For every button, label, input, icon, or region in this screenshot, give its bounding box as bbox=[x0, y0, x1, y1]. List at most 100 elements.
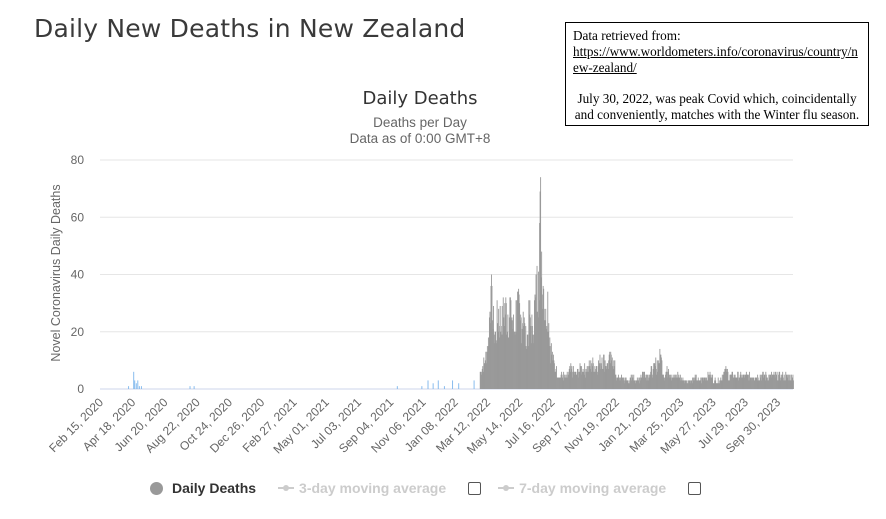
bar bbox=[650, 366, 652, 389]
bar bbox=[600, 368, 601, 389]
legend-3day-ma[interactable]: 3-day moving average bbox=[278, 480, 482, 496]
bar bbox=[591, 366, 593, 389]
bar bbox=[486, 346, 488, 389]
bar bbox=[720, 380, 722, 389]
bar bbox=[748, 371, 750, 389]
bar bbox=[732, 371, 733, 389]
bar bbox=[614, 360, 616, 390]
bar bbox=[772, 374, 773, 389]
bar bbox=[557, 377, 559, 389]
bar bbox=[614, 374, 616, 389]
bar bbox=[644, 371, 645, 389]
bar bbox=[473, 380, 475, 389]
bar bbox=[496, 300, 498, 389]
bar bbox=[658, 363, 660, 389]
bar bbox=[487, 337, 489, 389]
bar bbox=[743, 374, 745, 389]
bar bbox=[575, 371, 577, 389]
legend-7day-ma[interactable]: 7-day moving average bbox=[498, 480, 702, 496]
bar bbox=[618, 377, 620, 389]
bar bbox=[555, 368, 557, 389]
checkbox-7day-ma[interactable] bbox=[688, 481, 702, 495]
bar bbox=[508, 337, 510, 389]
bar bbox=[596, 374, 598, 389]
bar bbox=[681, 380, 683, 389]
bar bbox=[699, 380, 701, 389]
bar bbox=[722, 380, 724, 389]
bar bbox=[638, 383, 640, 389]
checkbox-3day-ma[interactable] bbox=[468, 481, 482, 495]
bar bbox=[550, 343, 552, 389]
bar bbox=[512, 320, 513, 389]
bar bbox=[577, 368, 578, 389]
bar bbox=[485, 351, 487, 389]
bar bbox=[482, 366, 484, 389]
chart-legend: Daily Deaths 3-day moving average 7-day … bbox=[150, 478, 723, 498]
bar bbox=[533, 334, 535, 389]
bar bbox=[770, 371, 772, 389]
bar bbox=[640, 377, 642, 389]
bar bbox=[677, 371, 679, 389]
bar bbox=[536, 265, 538, 389]
bar bbox=[587, 371, 589, 389]
bar bbox=[714, 377, 716, 389]
bar bbox=[653, 363, 655, 389]
bar bbox=[637, 380, 639, 389]
bar bbox=[741, 377, 743, 389]
bar bbox=[679, 374, 681, 389]
bar bbox=[670, 374, 672, 389]
bar bbox=[724, 368, 726, 389]
bar bbox=[696, 380, 698, 389]
bar bbox=[638, 377, 640, 389]
bar bbox=[496, 343, 498, 389]
bar bbox=[712, 374, 714, 389]
legend-daily-label: Daily Deaths bbox=[172, 480, 257, 496]
bar bbox=[680, 377, 682, 389]
bar bbox=[657, 360, 659, 390]
bar bbox=[676, 377, 678, 389]
bar bbox=[497, 331, 499, 389]
bar bbox=[666, 371, 667, 389]
bar bbox=[565, 377, 567, 389]
bar bbox=[790, 374, 792, 389]
bar bbox=[683, 380, 685, 389]
bar bbox=[639, 377, 641, 389]
bar bbox=[764, 380, 766, 389]
bar bbox=[782, 380, 784, 389]
bar bbox=[565, 377, 567, 389]
bar bbox=[504, 314, 506, 389]
bar bbox=[427, 380, 429, 389]
bar bbox=[730, 374, 732, 389]
bar bbox=[494, 334, 495, 389]
bar bbox=[593, 371, 595, 389]
bar bbox=[140, 386, 142, 389]
bar bbox=[518, 294, 520, 389]
legend-daily-deaths[interactable]: Daily Deaths bbox=[150, 480, 256, 496]
bar bbox=[665, 374, 666, 389]
bar bbox=[739, 377, 741, 389]
bar bbox=[516, 331, 518, 389]
bar bbox=[719, 380, 721, 389]
bar bbox=[674, 374, 676, 389]
bar bbox=[512, 328, 514, 389]
bar bbox=[541, 308, 543, 389]
bar bbox=[715, 380, 717, 389]
bar bbox=[700, 377, 702, 389]
bar bbox=[707, 371, 709, 389]
bar bbox=[724, 368, 726, 389]
bar bbox=[503, 317, 505, 389]
bar bbox=[629, 380, 631, 389]
bar bbox=[515, 331, 516, 389]
source-link[interactable]: https://www.worldometers.info/coronaviru… bbox=[573, 44, 858, 75]
bar bbox=[544, 320, 546, 389]
bar bbox=[662, 374, 664, 389]
bar bbox=[505, 297, 507, 389]
bar bbox=[783, 377, 785, 389]
bar bbox=[649, 374, 651, 389]
bar bbox=[632, 377, 634, 389]
bar bbox=[519, 320, 521, 389]
bar bbox=[498, 326, 500, 389]
bar bbox=[491, 274, 492, 389]
bar bbox=[686, 380, 688, 389]
bar bbox=[667, 377, 668, 389]
